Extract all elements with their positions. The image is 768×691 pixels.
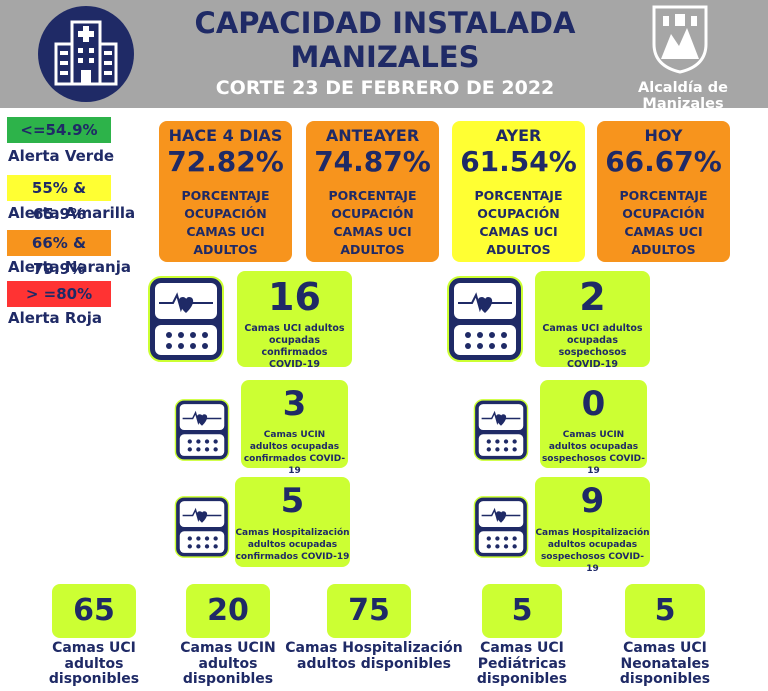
heart-monitor-icon — [174, 399, 230, 461]
available-hosp-value: 75 — [348, 593, 390, 628]
ucin-confirmed-label: Camas UCIN adultos ocupadas confirmados CO… — [243, 430, 346, 476]
occupancy-description: PORCENTAJE OCUPACIÓN CAMAS UCI ADULTOS — [619, 188, 708, 257]
ucin-confirmed-value: 3 — [282, 384, 307, 424]
org-name: Alcaldía de Manizales — [638, 80, 728, 112]
title-line-2: MANIZALES — [290, 40, 480, 74]
available-ucin-box: 20 — [186, 584, 270, 638]
legend-red-box: > =80% — [7, 281, 111, 307]
ucin-confirmed-card: 3 Camas UCIN adultos ocupadas confirmados … — [241, 380, 348, 476]
uci-confirmed-card: 16 Camas UCI adultos ocupadas confirmados… — [237, 271, 352, 370]
occupancy-period: HOY — [644, 126, 683, 145]
available-ucin-label: Camas UCIN adultos disponibles — [180, 640, 276, 687]
ucin-suspected-card: 0 Camas UCIN adultos ocupadas sospechosos … — [540, 380, 647, 476]
hosp-suspected-card: 9 Camas Hospitalización adultos ocupadas s… — [535, 477, 650, 574]
uci-suspected-label: Camas UCI adultos ocupadas sospechosos COV… — [542, 323, 643, 370]
available-uci-neo-label: Camas UCI Neonatales disponibles — [619, 640, 711, 687]
hosp-confirmed-card: 5 Camas Hospitalización adultos ocupadas c… — [235, 477, 350, 567]
occupancy-description: PORCENTAJE OCUPACIÓN CAMAS UCI ADULTOS — [474, 188, 563, 257]
ucin-suspected-label: Camas UCIN adultos ocupadas sospechosos CO… — [541, 430, 646, 476]
heart-monitor-icon — [148, 276, 224, 362]
available-uci-neo-value: 5 — [654, 593, 676, 628]
available-uci-ped-value: 5 — [511, 593, 533, 628]
available-uci-neo-box: 5 — [625, 584, 705, 638]
hosp-suspected-label: Camas Hospitalización adultos ocupadas sos… — [535, 528, 650, 574]
crest-icon — [652, 5, 708, 74]
legend-yellow-box: 55% & 65.9% — [7, 175, 111, 223]
legend-yellow-label: Alerta Amarilla — [8, 204, 136, 222]
available-hosp-label: Camas Hospitalización adultos disponibles — [285, 640, 463, 672]
uci-confirmed-value: 16 — [268, 275, 321, 319]
title-line-1: CAPACIDAD INSTALADA — [194, 6, 576, 40]
available-hosp-box: 75 — [327, 584, 411, 638]
hospital-logo — [38, 6, 134, 102]
legend-red-label: Alerta Roja — [8, 309, 102, 327]
hospital-icon — [54, 20, 118, 86]
uci-suspected-card: 2 Camas UCI adultos ocupadas sospechosos C… — [535, 271, 650, 370]
subtitle-date: CORTE 23 DE FEBRERO DE 2022 — [215, 77, 555, 99]
heart-monitor-icon — [473, 399, 529, 461]
uci-suspected-value: 2 — [579, 275, 606, 319]
legend-orange-box: 66% & 79.9% — [7, 230, 111, 278]
occupancy-value: 72.82% — [167, 145, 284, 178]
available-uci-value: 65 — [73, 593, 115, 628]
occupancy-card-4-days: HACE 4 DIAS 72.82% PORCENTAJE OCUPACIÓN CA… — [159, 121, 292, 262]
occupancy-card-ayer: AYER 61.54% PORCENTAJE OCUPACIÓN CAMAS UCI… — [452, 121, 585, 262]
occupancy-period: ANTEAYER — [325, 126, 420, 145]
available-uci-box: 65 — [52, 584, 136, 638]
occupancy-value: 61.54% — [460, 145, 577, 178]
heart-monitor-icon — [447, 276, 523, 362]
available-ucin-value: 20 — [207, 593, 249, 628]
legend-green-box: <=54.9% — [7, 117, 111, 143]
occupancy-value: 66.67% — [605, 145, 722, 178]
hosp-confirmed-value: 5 — [280, 481, 305, 521]
legend-green-label: Alerta Verde — [8, 147, 115, 165]
occupancy-description: PORCENTAJE OCUPACIÓN CAMAS UCI ADULTOS — [181, 188, 270, 257]
occupancy-description: PORCENTAJE OCUPACIÓN CAMAS UCI ADULTOS — [328, 188, 417, 257]
available-uci-ped-box: 5 — [482, 584, 562, 638]
uci-confirmed-label: Camas UCI adultos ocupadas confirmados COV… — [244, 323, 345, 370]
hosp-confirmed-label: Camas Hospitalización adultos ocupadas con… — [235, 528, 350, 562]
heart-monitor-icon — [473, 496, 529, 558]
occupancy-card-hoy: HOY 66.67% PORCENTAJE OCUPACIÓN CAMAS UCI A… — [597, 121, 730, 262]
legend-orange-label: Alerta Naranja — [8, 258, 131, 276]
occupancy-card-anteayer: ANTEAYER 74.87% PORCENTAJE OCUPACIÓN CAMAS… — [306, 121, 439, 262]
occupancy-period: AYER — [495, 126, 542, 145]
hosp-suspected-value: 9 — [580, 481, 605, 521]
available-uci-label: Camas UCI adultos disponibles — [48, 640, 140, 687]
ucin-suspected-value: 0 — [581, 384, 606, 424]
heart-monitor-icon — [174, 496, 230, 558]
occupancy-period: HACE 4 DIAS — [168, 126, 283, 145]
occupancy-value: 74.87% — [314, 145, 431, 178]
available-uci-ped-label: Camas UCI Pediátricas disponibles — [476, 640, 568, 687]
